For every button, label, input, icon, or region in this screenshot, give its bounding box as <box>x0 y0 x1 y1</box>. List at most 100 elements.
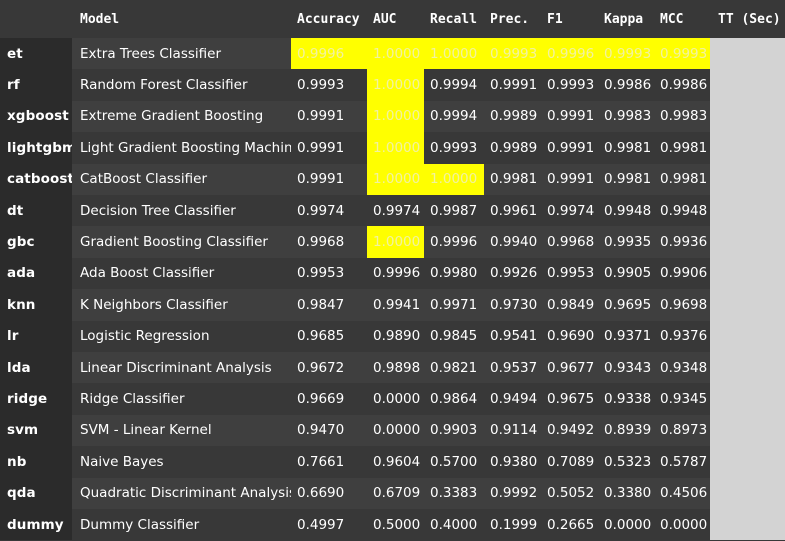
precision-cell: 0.9926 <box>490 265 538 282</box>
kappa-cell: 0.9986 <box>604 77 652 94</box>
accuracy-cell: 0.9685 <box>297 328 345 345</box>
row-index-label: svm <box>0 414 72 447</box>
recall-cell: 0.9994 <box>430 77 478 94</box>
tt-sec-cell <box>710 477 785 509</box>
auc-cell: 0.9890 <box>373 328 421 345</box>
auc-cell: 0.0000 <box>373 391 421 408</box>
accuracy-cell: 0.4997 <box>297 516 345 533</box>
model-name-cell: Gradient Boosting Classifier <box>80 234 268 251</box>
tt-sec-cell <box>710 352 785 384</box>
f1-cell: 0.9690 <box>547 328 595 345</box>
mcc-cell: 0.9936 <box>660 234 708 251</box>
precision-cell: 0.9981 <box>490 171 538 188</box>
tt-sec-cell <box>710 257 785 290</box>
auc-cell: 0.9604 <box>373 453 421 470</box>
header-recall[interactable]: Recall <box>430 11 477 27</box>
kappa-cell: 0.9905 <box>604 265 652 282</box>
recall-cell: 0.9864 <box>430 391 478 408</box>
model-name-cell: CatBoost Classifier <box>80 171 208 188</box>
f1-cell: 0.2665 <box>547 516 595 533</box>
model-name-cell: Naive Bayes <box>80 453 164 470</box>
accuracy-cell: 0.9953 <box>297 265 345 282</box>
model-name-cell: K Neighbors Classifier <box>80 296 228 313</box>
f1-cell: 0.9993 <box>547 77 595 94</box>
table-row: lr Logistic Regression 0.9685 0.9890 0.9845 0… <box>0 320 785 352</box>
accuracy-cell: 0.7661 <box>297 453 345 470</box>
f1-cell: 0.9991 <box>547 171 595 188</box>
table-row: svm SVM - Linear Kernel 0.9470 0.0000 0.9903… <box>0 414 785 447</box>
row-index-label: lda <box>0 352 72 384</box>
header-accuracy[interactable]: Accuracy <box>297 11 360 27</box>
precision-cell: 0.9993 <box>484 38 541 70</box>
precision-cell: 0.9989 <box>490 108 538 125</box>
kappa-cell: 0.9371 <box>604 328 652 345</box>
row-index-label: lr <box>0 320 72 352</box>
precision-cell: 0.9991 <box>490 77 538 94</box>
f1-cell: 0.9492 <box>547 422 595 439</box>
tt-sec-cell <box>710 383 785 415</box>
accuracy-cell: 0.9991 <box>297 171 345 188</box>
model-name-cell: Extreme Gradient Boosting <box>80 108 264 125</box>
f1-cell: 0.9675 <box>547 391 595 408</box>
row-index-label: lightgbm <box>0 132 72 164</box>
table-row: rf Random Forest Classifier 0.9993 1.0000 0.… <box>0 69 785 101</box>
header-kappa[interactable]: Kappa <box>604 11 644 27</box>
f1-cell: 0.9991 <box>547 139 595 156</box>
f1-cell: 0.9996 <box>541 38 598 70</box>
kappa-cell: 0.8939 <box>604 422 652 439</box>
f1-cell: 0.9849 <box>547 296 595 313</box>
kappa-cell: 0.9981 <box>604 139 652 156</box>
recall-cell: 0.9971 <box>430 296 478 313</box>
mcc-cell: 0.9986 <box>660 77 708 94</box>
kappa-cell: 0.9983 <box>604 108 652 125</box>
auc-cell: 1.0000 <box>367 38 424 70</box>
model-name-cell: Linear Discriminant Analysis <box>80 359 272 376</box>
accuracy-cell: 0.9991 <box>297 139 345 156</box>
recall-cell: 0.9987 <box>430 202 478 219</box>
mcc-cell: 0.9698 <box>660 296 708 313</box>
header-mcc[interactable]: MCC <box>660 11 684 27</box>
table-row: gbc Gradient Boosting Classifier 0.9968 1.0… <box>0 226 785 258</box>
precision-cell: 0.9961 <box>490 202 538 219</box>
precision-cell: 0.9494 <box>490 391 538 408</box>
header-tt-sec[interactable]: TT (Sec) <box>718 11 781 27</box>
model-name-cell: SVM - Linear Kernel <box>80 422 212 439</box>
kappa-cell: 0.9993 <box>598 38 654 70</box>
precision-cell: 0.9940 <box>490 234 538 251</box>
model-name-cell: Light Gradient Boosting Machine <box>80 139 291 156</box>
f1-cell: 0.9677 <box>547 359 595 376</box>
model-name-cell: Extra Trees Classifier <box>80 45 222 62</box>
header-auc[interactable]: AUC <box>373 11 397 27</box>
tt-sec-cell <box>710 69 785 101</box>
table-header <box>0 0 785 38</box>
header-model[interactable]: Model <box>80 11 120 27</box>
table-row: qda Quadratic Discriminant Analysis 0.6690… <box>0 477 785 509</box>
precision-cell: 0.9992 <box>490 485 538 502</box>
table-row: lda Linear Discriminant Analysis 0.9672 0.9… <box>0 352 785 384</box>
auc-cell: 0.6709 <box>373 485 421 502</box>
recall-cell: 1.0000 <box>424 163 484 195</box>
accuracy-cell: 0.9996 <box>291 38 367 70</box>
auc-cell: 0.9941 <box>373 296 421 313</box>
mcc-cell: 0.9981 <box>660 139 708 156</box>
model-name-cell: Logistic Regression <box>80 328 210 345</box>
tt-sec-cell <box>710 132 785 164</box>
auc-cell: 1.0000 <box>367 100 424 133</box>
model-name-cell: Dummy Classifier <box>80 516 200 533</box>
mcc-cell: 0.4506 <box>660 485 708 502</box>
header-precision[interactable]: Prec. <box>490 11 530 27</box>
mcc-cell: 0.9345 <box>660 391 708 408</box>
recall-cell: 0.9821 <box>430 359 478 376</box>
recall-cell: 0.9980 <box>430 265 478 282</box>
kappa-cell: 0.9935 <box>604 234 652 251</box>
mcc-cell: 0.0000 <box>660 516 708 533</box>
precision-cell: 0.1999 <box>490 516 538 533</box>
accuracy-cell: 0.9847 <box>297 296 345 313</box>
accuracy-cell: 0.9991 <box>297 108 345 125</box>
table-row: knn K Neighbors Classifier 0.9847 0.9941 0.9… <box>0 289 785 321</box>
row-index-label: ada <box>0 257 72 290</box>
header-f1[interactable]: F1 <box>547 11 563 27</box>
mcc-cell: 0.9348 <box>660 359 708 376</box>
table-row: catboost CatBoost Classifier 0.9991 1.0000 1… <box>0 163 785 195</box>
